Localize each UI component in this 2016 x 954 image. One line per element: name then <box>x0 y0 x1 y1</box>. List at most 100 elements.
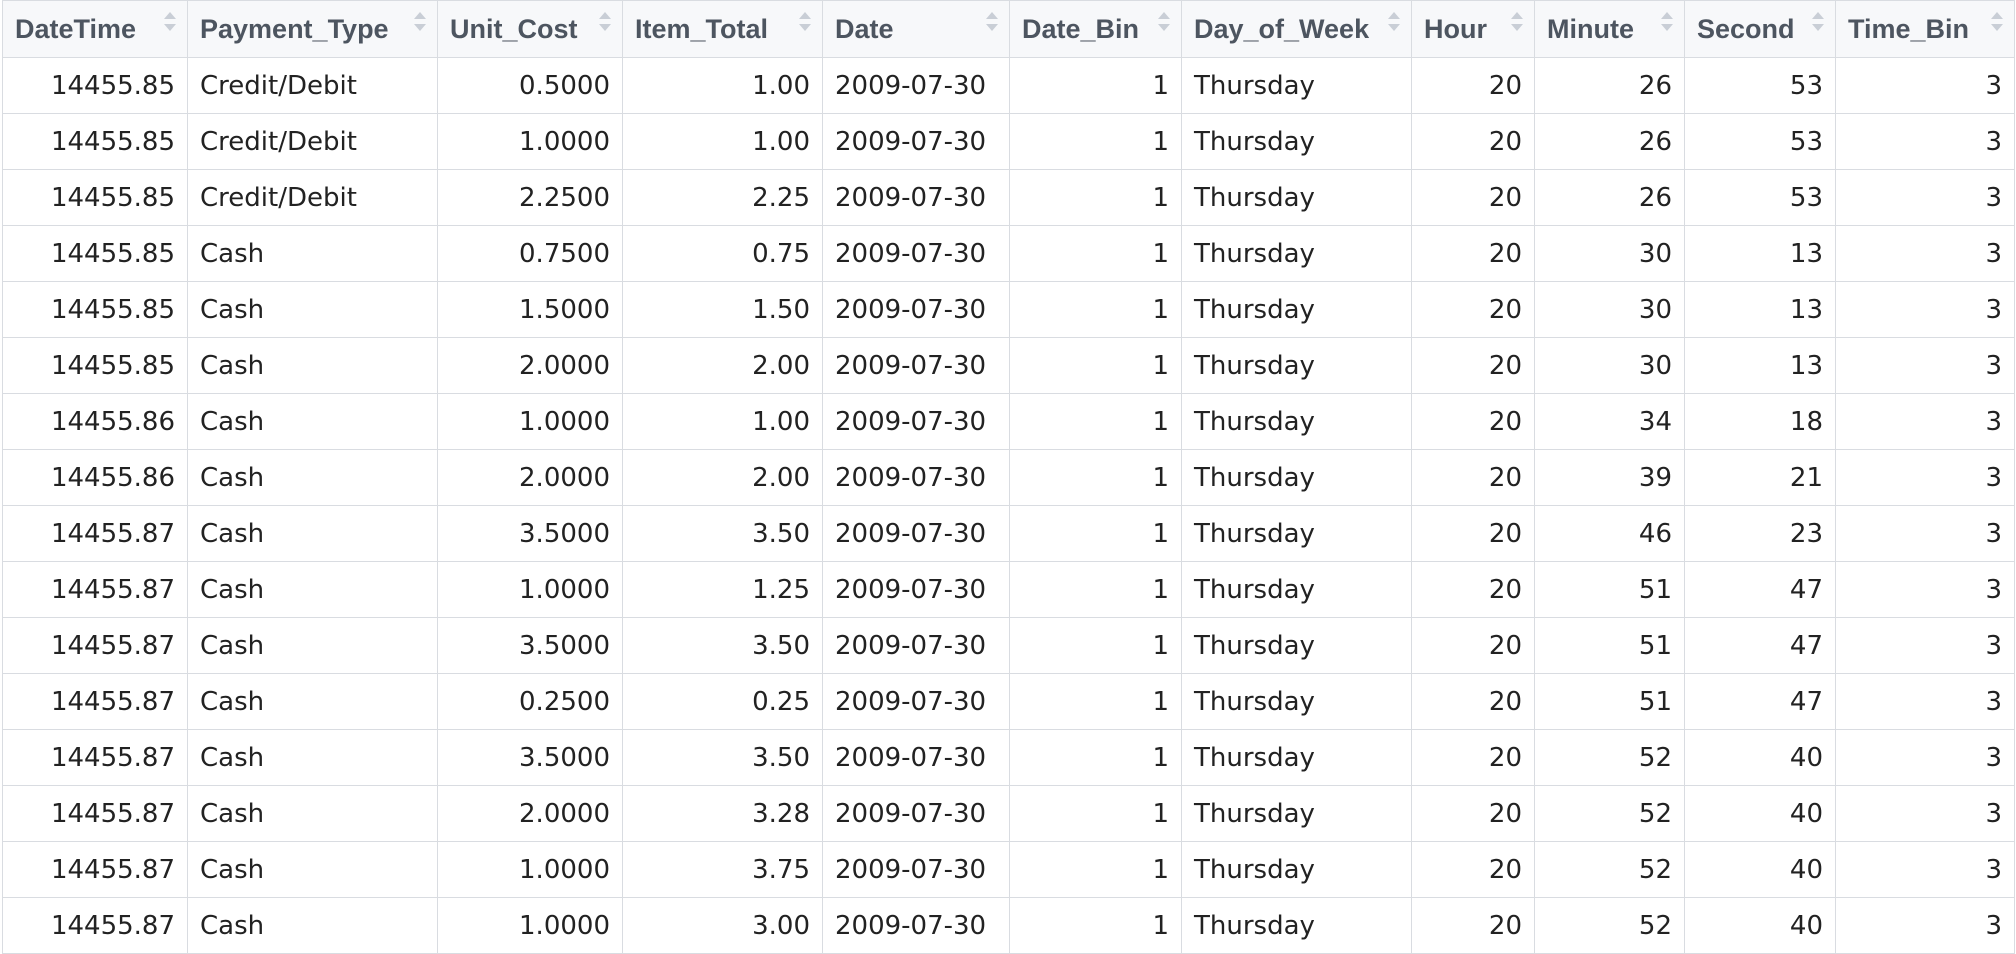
cell-datetime: 14455.87 <box>2 673 188 730</box>
cell-time-bin: 3 <box>1835 505 2015 562</box>
sort-arrows-icon[interactable] <box>1811 9 1825 35</box>
cell-date: 2009-07-30 <box>822 57 1010 114</box>
sort-arrows-icon[interactable] <box>1157 9 1171 35</box>
column-header-item-total[interactable]: Item_Total <box>622 0 823 58</box>
sort-arrows-icon[interactable] <box>798 9 812 35</box>
cell-second: 21 <box>1684 449 1836 506</box>
cell-item-total: 3.28 <box>622 785 823 842</box>
cell-day-of-week: Thursday <box>1181 169 1412 226</box>
column-header-minute[interactable]: Minute <box>1534 0 1685 58</box>
cell-item-total: 3.50 <box>622 505 823 562</box>
table-row[interactable]: 14455.85 Credit/Debit 0.5000 1.00 2009-07-30… <box>2 57 2015 114</box>
cell-time-bin: 3 <box>1835 561 2015 618</box>
column-header-hour[interactable]: Hour <box>1411 0 1535 58</box>
cell-date-bin: 1 <box>1009 729 1182 786</box>
cell-unit-cost: 1.5000 <box>437 281 623 338</box>
cell-time-bin: 3 <box>1835 281 2015 338</box>
sort-arrows-icon[interactable] <box>598 9 612 35</box>
cell-minute: 30 <box>1534 281 1685 338</box>
cell-hour: 20 <box>1411 729 1535 786</box>
cell-second: 53 <box>1684 57 1836 114</box>
cell-date: 2009-07-30 <box>822 897 1010 954</box>
sort-arrows-icon[interactable] <box>985 9 999 35</box>
cell-second: 18 <box>1684 393 1836 450</box>
cell-date: 2009-07-30 <box>822 113 1010 170</box>
sort-arrows-icon[interactable] <box>1510 9 1524 35</box>
column-header-date[interactable]: Date <box>822 0 1010 58</box>
cell-payment-type: Cash <box>187 505 438 562</box>
column-header-date-bin[interactable]: Date_Bin <box>1009 0 1182 58</box>
cell-date: 2009-07-30 <box>822 337 1010 394</box>
cell-hour: 20 <box>1411 281 1535 338</box>
cell-item-total: 1.00 <box>622 113 823 170</box>
table-row[interactable]: 14455.85 Credit/Debit 1.0000 1.00 2009-07-30… <box>2 113 2015 170</box>
cell-date: 2009-07-30 <box>822 449 1010 506</box>
table-row[interactable]: 14455.86 Cash 1.0000 1.00 2009-07-30 1 Thursda… <box>2 393 2015 450</box>
cell-payment-type: Cash <box>187 617 438 674</box>
column-header-unit-cost[interactable]: Unit_Cost <box>437 0 623 58</box>
cell-day-of-week: Thursday <box>1181 113 1412 170</box>
cell-time-bin: 3 <box>1835 337 2015 394</box>
cell-unit-cost: 2.2500 <box>437 169 623 226</box>
table-row[interactable]: 14455.87 Cash 3.5000 3.50 2009-07-30 1 Thursda… <box>2 617 2015 674</box>
sort-arrows-icon[interactable] <box>163 9 177 35</box>
cell-payment-type: Cash <box>187 281 438 338</box>
cell-date: 2009-07-30 <box>822 561 1010 618</box>
cell-payment-type: Credit/Debit <box>187 57 438 114</box>
cell-datetime: 14455.87 <box>2 505 188 562</box>
cell-time-bin: 3 <box>1835 617 2015 674</box>
table-row[interactable]: 14455.87 Cash 2.0000 3.28 2009-07-30 1 Thursda… <box>2 785 2015 842</box>
column-header-payment-type[interactable]: Payment_Type <box>187 0 438 58</box>
cell-hour: 20 <box>1411 57 1535 114</box>
table-row[interactable]: 14455.85 Credit/Debit 2.2500 2.25 2009-07-30… <box>2 169 2015 226</box>
cell-unit-cost: 2.0000 <box>437 449 623 506</box>
cell-unit-cost: 3.5000 <box>437 729 623 786</box>
cell-day-of-week: Thursday <box>1181 57 1412 114</box>
cell-datetime: 14455.86 <box>2 393 188 450</box>
table-row[interactable]: 14455.87 Cash 3.5000 3.50 2009-07-30 1 Thursda… <box>2 505 2015 562</box>
table-row[interactable]: 14455.85 Cash 0.7500 0.75 2009-07-30 1 Thursda… <box>2 225 2015 282</box>
cell-second: 47 <box>1684 673 1836 730</box>
sort-arrows-icon[interactable] <box>413 9 427 35</box>
cell-date-bin: 1 <box>1009 505 1182 562</box>
sort-arrows-icon[interactable] <box>1660 9 1674 35</box>
cell-day-of-week: Thursday <box>1181 281 1412 338</box>
cell-minute: 51 <box>1534 673 1685 730</box>
column-header-datetime[interactable]: DateTime <box>2 0 188 58</box>
cell-unit-cost: 1.0000 <box>437 113 623 170</box>
cell-hour: 20 <box>1411 393 1535 450</box>
column-header-label: Second <box>1697 13 1795 44</box>
cell-date-bin: 1 <box>1009 561 1182 618</box>
column-header-time-bin[interactable]: Time_Bin <box>1835 0 2015 58</box>
cell-minute: 34 <box>1534 393 1685 450</box>
column-header-label: Day_of_Week <box>1194 13 1370 44</box>
table-row[interactable]: 14455.87 Cash 3.5000 3.50 2009-07-30 1 Thursda… <box>2 729 2015 786</box>
table-row[interactable]: 14455.85 Cash 1.5000 1.50 2009-07-30 1 Thursda… <box>2 281 2015 338</box>
cell-day-of-week: Thursday <box>1181 673 1412 730</box>
sort-arrows-icon[interactable] <box>1990 9 2004 35</box>
table-row[interactable]: 14455.87 Cash 1.0000 3.00 2009-07-30 1 Thursda… <box>2 897 2015 954</box>
cell-date-bin: 1 <box>1009 393 1182 450</box>
cell-date-bin: 1 <box>1009 337 1182 394</box>
column-header-label: Item_Total <box>635 13 769 44</box>
cell-item-total: 1.25 <box>622 561 823 618</box>
table-row[interactable]: 14455.85 Cash 2.0000 2.00 2009-07-30 1 Thursda… <box>2 337 2015 394</box>
cell-date: 2009-07-30 <box>822 505 1010 562</box>
cell-date-bin: 1 <box>1009 281 1182 338</box>
column-header-label: Payment_Type <box>200 13 389 44</box>
cell-second: 40 <box>1684 841 1836 898</box>
table-row[interactable]: 14455.86 Cash 2.0000 2.00 2009-07-30 1 Thursda… <box>2 449 2015 506</box>
table-row[interactable]: 14455.87 Cash 1.0000 1.25 2009-07-30 1 Thursda… <box>2 561 2015 618</box>
cell-payment-type: Cash <box>187 225 438 282</box>
column-header-day-of-week[interactable]: Day_of_Week <box>1181 0 1412 58</box>
cell-date: 2009-07-30 <box>822 841 1010 898</box>
table-row[interactable]: 14455.87 Cash 1.0000 3.75 2009-07-30 1 Thursda… <box>2 841 2015 898</box>
column-header-second[interactable]: Second <box>1684 0 1836 58</box>
sort-arrows-icon[interactable] <box>1387 9 1401 35</box>
cell-second: 53 <box>1684 113 1836 170</box>
table-row[interactable]: 14455.87 Cash 0.2500 0.25 2009-07-30 1 Thursda… <box>2 673 2015 730</box>
cell-minute: 30 <box>1534 337 1685 394</box>
column-header-label: Date_Bin <box>1022 13 1140 44</box>
cell-day-of-week: Thursday <box>1181 841 1412 898</box>
